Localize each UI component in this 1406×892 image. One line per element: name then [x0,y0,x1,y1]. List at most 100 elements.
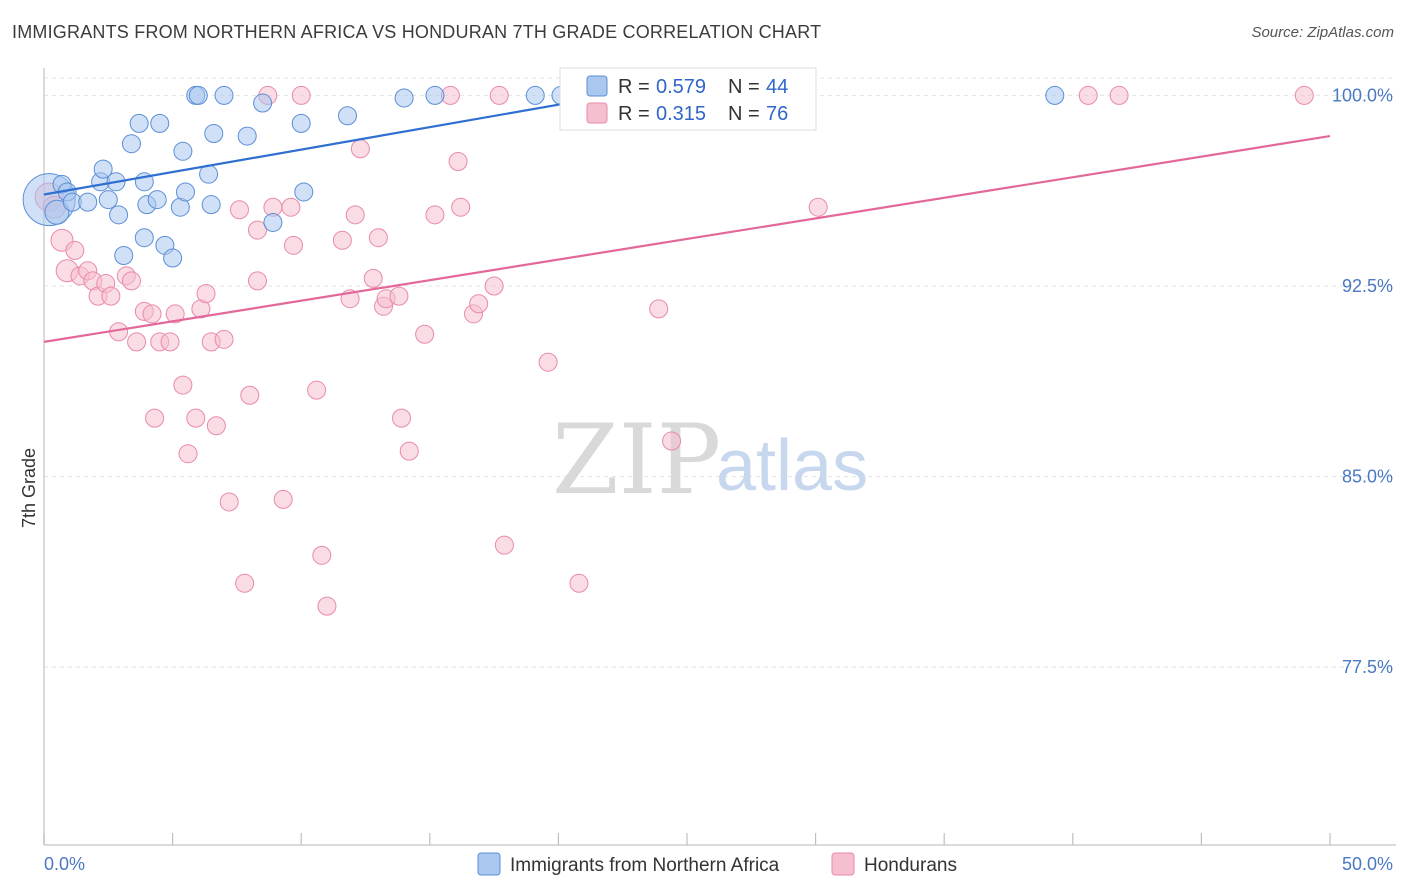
legend-n-value-2: 76 [766,103,788,125]
point-hondurans [127,332,147,352]
watermark-atlas: atlas [716,426,868,506]
legend-r-label-2: R = [618,103,650,125]
bottom-legend-swatch-immigrants [477,852,501,876]
y-tick-label: 77.5% [1342,657,1393,677]
y-tick-label: 92.5% [1342,276,1393,296]
point-hondurans [142,304,162,324]
point-hondurans [214,329,234,349]
point-hondurans [1078,85,1098,105]
point-immigrants [291,113,311,133]
chart-title: IMMIGRANTS FROM NORTHERN AFRICA VS HONDU… [12,22,822,42]
point-immigrants [337,106,357,126]
point-hondurans [291,85,311,105]
point-hondurans [145,408,165,428]
legend-n-label-1: N = [728,76,760,98]
point-hondurans [160,332,180,352]
point-immigrants [163,248,183,268]
point-immigrants [525,85,545,105]
legend-r-value-1: 0.579 [656,76,706,98]
point-immigrants [175,182,195,202]
point-hondurans [389,286,409,306]
point-hondurans [1294,85,1314,105]
point-immigrants [294,182,314,202]
legend-r-label-1: R = [618,76,650,98]
x-tick-label-min: 0.0% [44,854,85,874]
point-hondurans [307,380,327,400]
point-hondurans [281,197,301,217]
point-immigrants [237,126,257,146]
point-immigrants [201,195,221,215]
y-tick-label: 85.0% [1342,467,1393,487]
point-hondurans [425,205,445,225]
point-immigrants [93,159,113,179]
point-immigrants [121,134,141,154]
point-immigrants [150,113,170,133]
point-immigrants [214,85,234,105]
point-hondurans [229,200,249,220]
point-hondurans [101,286,121,306]
watermark: ZIP atlas [552,404,868,516]
point-hondurans [235,573,255,593]
trendline-hondurans [43,134,1331,343]
point-hondurans [363,268,383,288]
point-hondurans [489,85,509,105]
point-immigrants [204,124,224,144]
point-immigrants [263,212,283,232]
point-immigrants [173,141,193,161]
series-immigrants-points [22,85,1065,268]
legend-swatch-immigrants [586,75,608,97]
correlation-legend: R = 0.579 N = 44 R = 0.315 N = 76 [559,67,817,131]
point-hondurans [247,220,267,240]
point-hondurans [173,375,193,395]
point-hondurans [240,385,260,405]
point-hondurans [273,489,293,509]
point-hondurans [469,294,489,314]
point-hondurans [350,139,370,159]
bottom-legend-label-immigrants: Immigrants from Northern Africa [510,855,780,876]
source-credit: Source: ZipAtlas.com [1251,24,1394,41]
point-immigrants [188,85,208,105]
point-immigrants [253,93,273,113]
point-hondurans [121,271,141,291]
y-tick-labels: 77.5% 85.0% 92.5% 100.0% [1332,85,1393,677]
point-hondurans [1109,85,1129,105]
point-immigrants [1045,85,1065,105]
point-hondurans [415,324,435,344]
series-hondurans-points [34,85,1314,616]
point-hondurans [808,197,828,217]
watermark-zip: ZIP [552,404,721,516]
point-hondurans [247,271,267,291]
point-hondurans [392,408,412,428]
trendline-immigrants [43,96,598,196]
point-immigrants [425,85,445,105]
point-hondurans [399,441,419,461]
point-immigrants [78,192,98,212]
legend-r-value-2: 0.315 [656,103,706,125]
point-hondurans [569,573,589,593]
point-immigrants [129,113,149,133]
point-hondurans [283,235,303,255]
point-hondurans [178,444,198,464]
point-hondurans [206,416,226,436]
x-tick-labels: 0.0% 50.0% [44,854,1393,874]
point-hondurans [538,352,558,372]
point-hondurans [165,304,185,324]
legend-swatch-hondurans [586,102,608,124]
legend-n-value-1: 44 [766,76,788,98]
point-hondurans [662,431,682,451]
y-tick-label: 100.0% [1332,85,1393,105]
legend-n-label-2: N = [728,103,760,125]
point-immigrants [394,88,414,108]
point-hondurans [186,408,206,428]
point-hondurans [345,205,365,225]
point-hondurans [649,299,669,319]
point-hondurans [494,535,514,555]
point-immigrants [147,190,167,210]
bottom-legend-label-hondurans: Hondurans [864,855,957,876]
trendlines [43,96,1331,343]
point-hondurans [484,276,504,296]
point-hondurans [196,284,216,304]
point-immigrants [114,245,134,265]
point-immigrants [134,228,154,248]
